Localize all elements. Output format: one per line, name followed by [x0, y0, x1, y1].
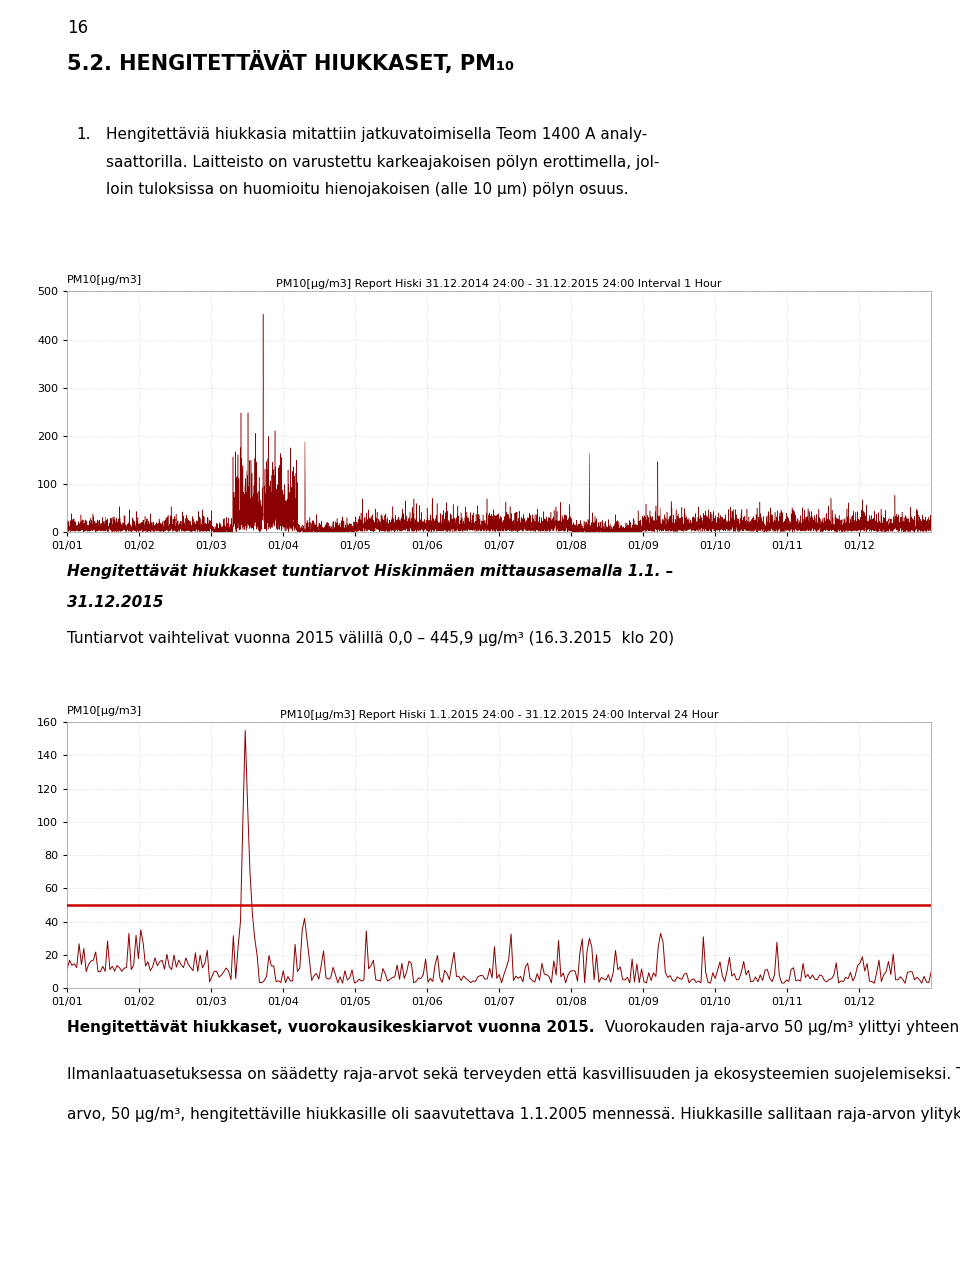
Text: Hengitettävät hiukkaset, vuorokausikeskiarvot vuonna 2015.: Hengitettävät hiukkaset, vuorokausikeski… — [67, 1020, 594, 1035]
Text: PM10[µg/m3]: PM10[µg/m3] — [67, 706, 142, 716]
Text: Tuntiarvot vaihtelivat vuonna 2015 välillä 0,0 – 445,9 µg/m³ (16.3.2015  klo 20): Tuntiarvot vaihtelivat vuonna 2015 välil… — [67, 631, 674, 646]
Text: PM10[µg/m3]: PM10[µg/m3] — [67, 275, 142, 285]
Text: Hengitettävät hiukkaset tuntiarvot Hiskinmäen mittausasemalla 1.1. –: Hengitettävät hiukkaset tuntiarvot Hiski… — [67, 564, 674, 579]
Title: PM10[µg/m3] Report Hiski 31.12.2014 24:00 - 31.12.2015 24:00 Interval 1 Hour: PM10[µg/m3] Report Hiski 31.12.2014 24:0… — [276, 279, 722, 289]
Text: 31.12.2015: 31.12.2015 — [67, 595, 164, 611]
Title: PM10[µg/m3] Report Hiski 1.1.2015 24:00 - 31.12.2015 24:00 Interval 24 Hour: PM10[µg/m3] Report Hiski 1.1.2015 24:00 … — [280, 710, 718, 720]
Text: 1.: 1. — [77, 127, 91, 142]
Text: loin tuloksissa on huomioitu hienojakoisen (alle 10 µm) pölyn osuus.: loin tuloksissa on huomioitu hienojakois… — [106, 182, 628, 198]
Text: 5.2. HENGITETTÄVÄT HIUKKASET, PM₁₀: 5.2. HENGITETTÄVÄT HIUKKASET, PM₁₀ — [67, 51, 515, 73]
Text: Hengitettäviä hiukkasia mitattiin jatkuvatoimisella Teom 1400 A analy-: Hengitettäviä hiukkasia mitattiin jatkuv… — [106, 127, 647, 142]
Text: Ilmanlaatuasetuksessa on säädetty raja-arvot sekä terveyden että kasvillisuuden : Ilmanlaatuasetuksessa on säädetty raja-a… — [67, 1067, 960, 1082]
Text: Vuorokauden raja-arvo 50 µg/m³ ylittyi yhteensä 8 päivänä.: Vuorokauden raja-arvo 50 µg/m³ ylittyi y… — [600, 1020, 960, 1035]
Text: arvo, 50 µg/m³, hengitettäville hiukkasille oli saavutettava 1.1.2005 mennessä.: arvo, 50 µg/m³, hengitettäville hiukkasi… — [67, 1107, 960, 1123]
Text: saattorilla. Laitteisto on varustettu karkeajakoisen pölyn erottimella, jol-: saattorilla. Laitteisto on varustettu ka… — [106, 155, 659, 170]
Text: 16: 16 — [67, 19, 88, 37]
